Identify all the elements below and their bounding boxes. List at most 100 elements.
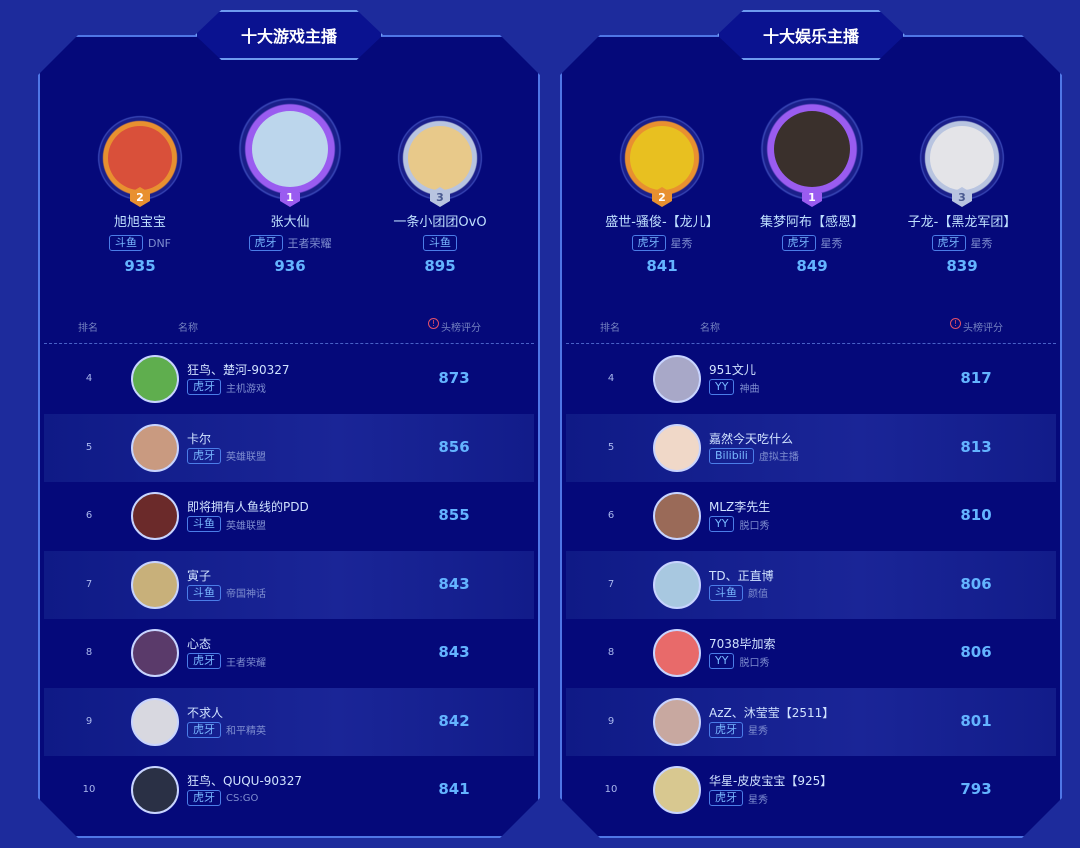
avatar[interactable] (131, 629, 179, 677)
score: 810 (960, 506, 992, 524)
table-row[interactable]: 7 TD、正直博 斗鱼 颜值 806 (566, 551, 1056, 620)
streamer-name[interactable]: 华星-皮皮宝宝【925】 (709, 774, 833, 788)
avatar[interactable] (131, 355, 179, 403)
streamer-name[interactable]: 狂鸟、QUQU-90327 (187, 774, 302, 788)
streamer-name[interactable]: 盛世-骚俊-【龙儿】 (605, 215, 719, 230)
platform-tag: 斗鱼 (187, 585, 221, 601)
streamer-name[interactable]: AzZ、沐莹莹【2511】 (709, 705, 835, 720)
table-row[interactable]: 5 嘉然今天吃什么 Bilibili 虚拟主播 813 (566, 414, 1056, 483)
platform-line: 虎牙 英雄联盟 (187, 448, 266, 464)
rank-number: 8 (85, 647, 93, 658)
table-row[interactable]: 6 即将拥有人鱼线的PDD 斗鱼 英雄联盟 855 (44, 482, 534, 551)
platform-tag: YY (709, 653, 734, 669)
platform-line: 斗鱼 (365, 235, 515, 251)
avatar[interactable] (630, 126, 694, 190)
score: 806 (960, 643, 992, 661)
score: 895 (424, 257, 456, 275)
category-label: 王者荣耀 (287, 237, 332, 250)
table-row[interactable]: 5 卡尔 虎牙 英雄联盟 856 (44, 414, 534, 483)
platform-line: 虎牙 星秀 (887, 235, 1037, 251)
streamer-name[interactable]: 不求人 (187, 705, 224, 720)
header-rank: 排名 (600, 323, 620, 334)
streamer-name[interactable]: 张大仙 (270, 215, 310, 230)
podium-item[interactable]: 1 集梦阿布【感恩】虎牙 星秀 849 (737, 97, 887, 275)
table-row[interactable]: 9 不求人 虎牙 和平精英 842 (44, 688, 534, 757)
streamer-name[interactable]: 子龙-【黑龙军团】 (907, 215, 1017, 230)
ranking-panel: 2 盛世-骚俊-【龙儿】 虎牙 星秀 841 1 集梦阿布【感恩】 虎牙 星秀 849 3 子龙-【黑… (560, 35, 1062, 838)
streamer-name[interactable]: 狂鸟、楚河-90327 (187, 363, 290, 377)
rank-number: 7 (607, 578, 615, 590)
table-row[interactable]: 4 951文儿 YY 神曲 817 (566, 345, 1056, 414)
platform-line: YY 神曲 (709, 379, 759, 395)
table-row[interactable]: 4 狂鸟、楚河-90327 虎牙 主机游戏 873 (44, 345, 534, 414)
avatar[interactable] (653, 629, 701, 677)
avatar[interactable] (653, 698, 701, 746)
exclamation-circle-icon[interactable]: ! (950, 318, 961, 329)
streamer-name[interactable]: 嘉然今天吃什么 (709, 431, 794, 446)
score: 842 (438, 711, 470, 730)
category-label: 星秀 (820, 237, 843, 250)
streamer-name[interactable]: 心态 (187, 637, 212, 651)
rank-badge: 1 (280, 187, 300, 207)
avatar-frame: 2 (97, 115, 183, 201)
podium-item[interactable]: 3 一条小团团OvO 斗鱼 895 (365, 115, 515, 275)
rank-number: 4 (607, 373, 615, 384)
streamer-name[interactable]: 7038毕加索 (709, 637, 776, 651)
avatar[interactable] (108, 126, 172, 190)
streamer-name[interactable]: 寅子 (187, 568, 212, 583)
platform-tag: 斗鱼 (423, 235, 457, 251)
avatar[interactable] (131, 424, 179, 472)
avatar[interactable] (131, 698, 179, 746)
score: 793 (960, 780, 992, 798)
exclamation-circle-icon[interactable]: ! (428, 318, 439, 329)
avatar[interactable] (653, 561, 701, 609)
streamer-name[interactable]: 旭旭宝宝 (113, 215, 166, 230)
header-divider (44, 343, 534, 344)
avatar[interactable] (653, 492, 701, 540)
category-label: CS:GO (226, 792, 259, 804)
ranking-panel: 2 旭旭宝宝 斗鱼 DNF 935 1 张大仙 虎牙 王者荣耀 936 3 一条小团团OvO 斗鱼 895… (38, 35, 540, 838)
avatar[interactable] (653, 766, 701, 814)
platform-tag: 虎牙 (782, 235, 816, 251)
table-row[interactable]: 9 AzZ、沐莹莹【2511】 虎牙 星秀 801 (566, 688, 1056, 757)
avatar-frame: 2 (619, 115, 705, 201)
podium-item[interactable]: 3 子龙-【黑龙军团】 虎牙 星秀 839 (887, 115, 1037, 275)
streamer-name[interactable]: 卡尔 (187, 431, 212, 446)
table-row[interactable]: 10 华星-皮皮宝宝【925】 虎牙 星秀 793 (566, 756, 1056, 825)
streamer-name[interactable]: 一条小团团OvO (393, 215, 487, 230)
category-label: 主机游戏 (226, 383, 266, 395)
avatar[interactable] (774, 111, 851, 188)
podium-item[interactable]: 2 旭旭宝宝 斗鱼 DNF 935 (65, 115, 215, 275)
top3-podium: 2 旭旭宝宝 斗鱼 DNF 935 1 张大仙 虎牙 王者荣耀 936 3 一条小团团OvO 斗鱼 895 (40, 107, 538, 322)
avatar[interactable] (131, 766, 179, 814)
header-score: 头榜评分 (441, 323, 481, 334)
streamer-name[interactable]: 集梦阿布【感恩】 (759, 215, 864, 230)
table-row[interactable]: 7 寅子 斗鱼 帝国神话 843 (44, 551, 534, 620)
avatar[interactable] (131, 492, 179, 540)
avatar[interactable] (653, 424, 701, 472)
category-label: 虚拟主播 (758, 452, 799, 463)
rank-badge: 1 (802, 187, 822, 207)
avatar[interactable] (131, 561, 179, 609)
score: 817 (960, 369, 992, 387)
platform-line: 虎牙 星秀 (709, 790, 768, 806)
table-row[interactable]: 8 心态 虎牙 王者荣耀 843 (44, 619, 534, 688)
score: 849 (796, 257, 828, 275)
streamer-name[interactable]: TD、正直博 (709, 568, 774, 583)
avatar[interactable] (408, 126, 472, 190)
score: 841 (438, 780, 470, 798)
table-row[interactable]: 6 MLZ李先生 YY 脱口秀 810 (566, 482, 1056, 551)
streamer-name[interactable]: MLZ李先生 (709, 500, 771, 514)
table-row[interactable]: 10 狂鸟、QUQU-90327 虎牙 CS:GO 841 (44, 756, 534, 825)
table-row[interactable]: 8 7038毕加索 YY 脱口秀 806 (566, 619, 1056, 688)
avatar[interactable] (653, 355, 701, 403)
avatar[interactable] (252, 111, 329, 188)
avatar-frame: 3 (919, 115, 1005, 201)
streamer-name[interactable]: 即将拥有人鱼线的PDD (187, 500, 309, 514)
podium-item[interactable]: 1 张大仙 虎牙 王者荣耀 936 (215, 97, 365, 275)
podium-item[interactable]: 2 盛世-骚俊-【龙儿】 虎牙 星秀 841 (587, 115, 737, 275)
rank-number: 9 (85, 715, 93, 727)
avatar[interactable] (930, 126, 994, 190)
platform-tag: 虎牙 (249, 235, 283, 251)
streamer-name[interactable]: 951文儿 (709, 363, 756, 377)
